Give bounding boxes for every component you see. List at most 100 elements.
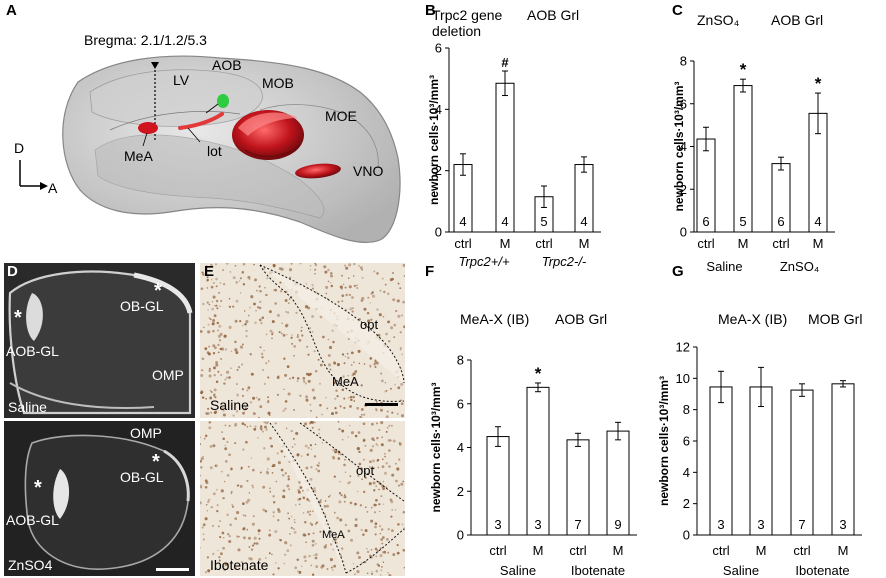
aob-structure bbox=[217, 94, 229, 108]
star-bottom-right: * bbox=[152, 451, 160, 473]
bar-n-label: 9 bbox=[614, 517, 621, 532]
ob-gl-label-bottom: OB-GL bbox=[120, 469, 164, 485]
group-label: Ibotenate bbox=[571, 563, 625, 578]
axis-a-label: A bbox=[48, 180, 58, 196]
y-tick-label: 2 bbox=[457, 484, 464, 499]
omp-label-top: OMP bbox=[152, 367, 184, 383]
bar-n-label: 5 bbox=[739, 214, 746, 229]
chart-title-right: AOB Grl bbox=[555, 311, 607, 327]
y-tick-label: 2 bbox=[683, 496, 690, 511]
x-tick-label: ctrl bbox=[712, 543, 729, 558]
group-label: ZnSO₄ bbox=[780, 259, 819, 274]
panel-d-top-image: * * AOB-GL OB-GL Saline OMP bbox=[4, 263, 195, 418]
significance-mark: * bbox=[815, 74, 822, 93]
treatment-label-saline: Saline bbox=[8, 399, 47, 415]
chart-F: F 0 2 4 6 8 newborn cells·10³/mm³ MeA-X (IB) AOB… bbox=[425, 263, 637, 578]
bar-n-label: 4 bbox=[814, 214, 821, 229]
bar-n-label: 4 bbox=[459, 214, 466, 229]
aob-label: AOB bbox=[212, 57, 242, 73]
vno-label: VNO bbox=[353, 163, 384, 179]
chart-C: C 0 2 4 6 8 newborn cells·10³/mm³ ZnSO₄ AOB Grl 6… bbox=[672, 2, 835, 274]
chart-B: B 0 2 4 6 newborn cells·10³/mm³ Trpc2 genedele… bbox=[425, 2, 601, 269]
treatment-label-znso4: ZnSO4 bbox=[8, 557, 53, 573]
aob-gl-label-top: AOB-GL bbox=[6, 343, 59, 359]
group-label: Trpc2+/+ bbox=[458, 254, 509, 269]
bar-n-label: 6 bbox=[777, 214, 784, 229]
panel-e-top-image: opt MeA Saline bbox=[200, 263, 405, 418]
bar bbox=[790, 389, 814, 536]
omp-label-bottom: OMP bbox=[130, 425, 162, 441]
lot-structure bbox=[178, 112, 224, 130]
y-tick-label: 10 bbox=[676, 371, 690, 386]
treatment-label-histo-saline: Saline bbox=[210, 397, 249, 413]
opt-label-top: opt bbox=[360, 317, 379, 332]
y-tick-label: 8 bbox=[683, 402, 690, 417]
chart-title-right: MOB Grl bbox=[808, 311, 862, 327]
x-tick-label: ctrl bbox=[569, 543, 586, 558]
y-tick-label: 12 bbox=[676, 340, 690, 355]
bar-n-label: 6 bbox=[702, 214, 709, 229]
chart-title-left: MeA-X (IB) bbox=[460, 311, 529, 327]
bar bbox=[709, 386, 733, 536]
x-tick-label: M bbox=[756, 543, 767, 558]
x-tick-label: M bbox=[838, 543, 849, 558]
x-tick-label: M bbox=[613, 543, 624, 558]
panel-b-letter: B bbox=[425, 2, 436, 19]
significance-mark: * bbox=[740, 60, 747, 79]
y-tick-label: 6 bbox=[683, 434, 690, 449]
y-tick-label: 8 bbox=[680, 54, 687, 69]
bar bbox=[831, 383, 855, 536]
y-axis-label: newborn cells·10³/mm³ bbox=[429, 382, 443, 512]
group-label: Ibotenate bbox=[795, 563, 849, 578]
x-tick-label: M bbox=[533, 543, 544, 558]
star-bottom-left: * bbox=[34, 477, 42, 499]
y-tick-label: 4 bbox=[680, 139, 687, 154]
panel-a-letter: A bbox=[6, 2, 17, 19]
x-tick-label: M bbox=[738, 236, 749, 251]
bar bbox=[749, 386, 773, 536]
panel-g-letter: G bbox=[672, 263, 684, 280]
y-tick-label: 4 bbox=[435, 102, 442, 117]
y-tick-label: 2 bbox=[680, 182, 687, 197]
mea-label-histo-top: MeA bbox=[332, 374, 359, 389]
group-label: Saline bbox=[723, 563, 759, 578]
panel-f-letter: F bbox=[425, 263, 434, 280]
group-label: Saline bbox=[706, 259, 742, 274]
y-tick-label: 0 bbox=[457, 528, 464, 543]
vno-structure bbox=[295, 163, 341, 179]
aob-gl-label-bottom: AOB-GL bbox=[6, 512, 59, 528]
chart-title-right: AOB Grl bbox=[771, 12, 823, 28]
y-tick-label: 0 bbox=[435, 225, 442, 240]
panel-a: A bbox=[0, 0, 420, 258]
axis-d-label: D bbox=[14, 140, 25, 156]
group-label: Trpc2-/- bbox=[542, 254, 587, 269]
x-tick-label: ctrl bbox=[489, 543, 506, 558]
scale-bar-histo bbox=[365, 403, 398, 406]
panel-d-letter: D bbox=[7, 263, 18, 280]
bar-n-label: 4 bbox=[501, 214, 508, 229]
bar bbox=[495, 82, 515, 233]
panel-e-bottom-image: opt MeA Ibotenate bbox=[200, 421, 405, 576]
scale-bar bbox=[156, 568, 189, 571]
bar-n-label: 3 bbox=[534, 517, 541, 532]
group-label: Saline bbox=[500, 563, 536, 578]
ob-gl-label-top: OB-GL bbox=[120, 298, 164, 314]
mea-label: MeA bbox=[124, 148, 153, 164]
panel-c-letter: C bbox=[672, 2, 683, 19]
bar-n-label: 3 bbox=[494, 517, 501, 532]
y-tick-label: 6 bbox=[435, 41, 442, 56]
chart-title-left: deletion bbox=[432, 23, 481, 39]
bar-n-label: 7 bbox=[574, 517, 581, 532]
x-tick-label: ctrl bbox=[793, 543, 810, 558]
chart-title-left: MeA-X (IB) bbox=[718, 311, 787, 327]
significance-mark: * bbox=[535, 364, 542, 383]
mob-label: MOB bbox=[262, 75, 294, 91]
panel-e-letter: E bbox=[204, 263, 215, 280]
y-axis-label: newborn cells·10³/mm³ bbox=[657, 376, 671, 506]
mea-structure bbox=[138, 122, 158, 134]
chart-title-left: ZnSO₄ bbox=[697, 12, 740, 28]
bar bbox=[526, 386, 550, 536]
x-tick-label: ctrl bbox=[535, 236, 552, 251]
bar bbox=[733, 85, 753, 233]
